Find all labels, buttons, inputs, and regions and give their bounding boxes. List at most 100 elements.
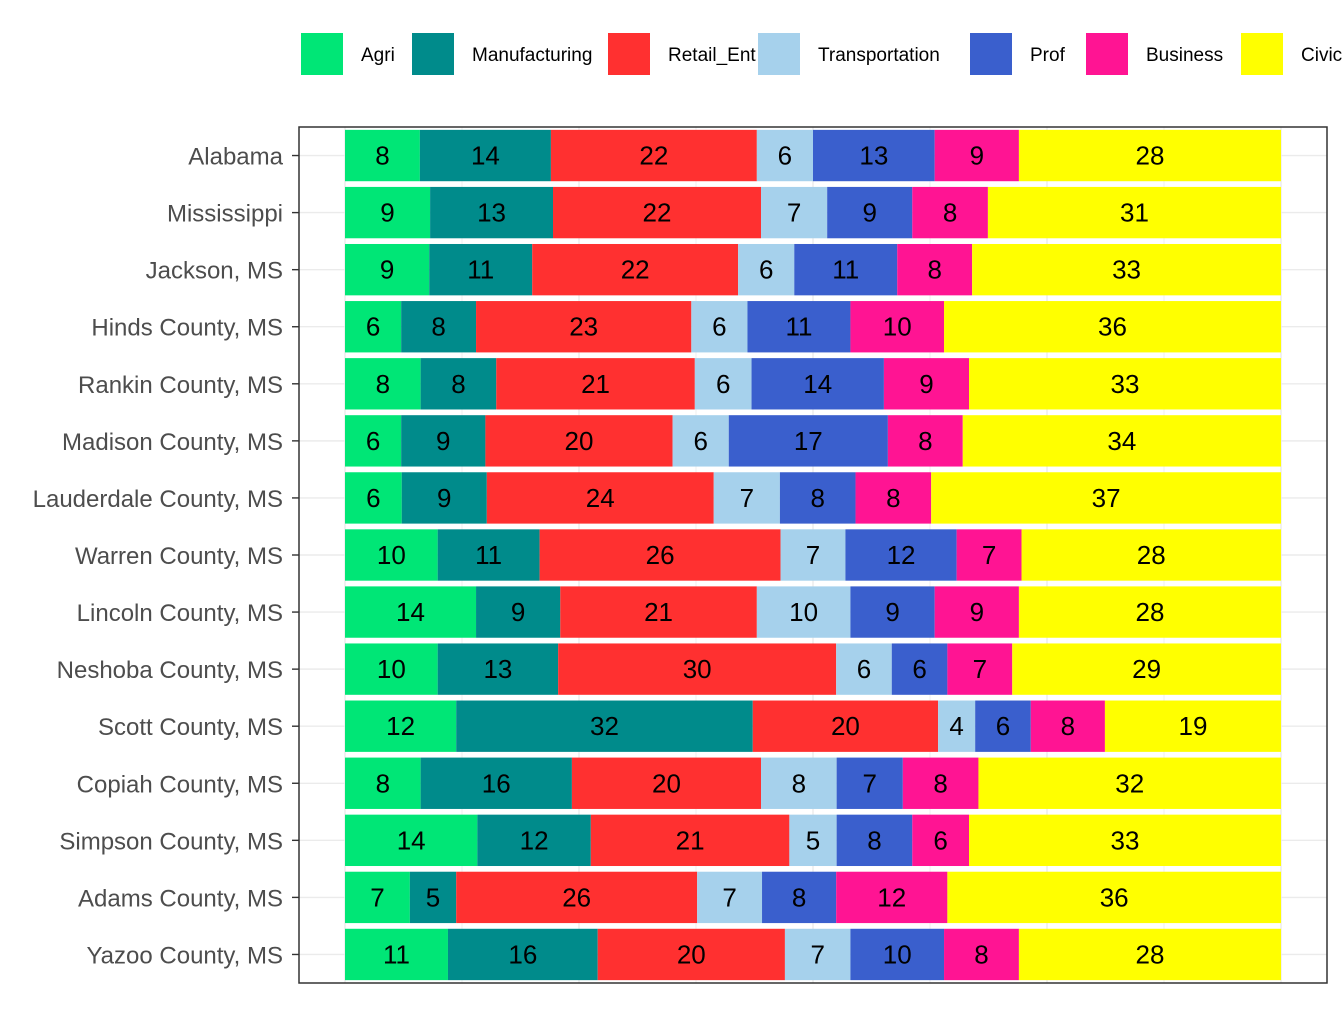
bar-value-label: 6 — [693, 426, 707, 456]
bar-segment — [486, 472, 714, 524]
bar-value-label: 9 — [862, 198, 876, 228]
bar-segment — [401, 472, 487, 524]
bar-value-label: 11 — [475, 540, 502, 570]
bar-segment — [756, 129, 813, 182]
legend-key — [608, 33, 650, 75]
bar-segment — [780, 529, 846, 581]
bar-segment — [345, 358, 421, 410]
bar-segment — [1018, 928, 1281, 981]
y-tick-label: Warren County, MS — [75, 543, 283, 570]
bar-value-label: 13 — [477, 198, 506, 228]
bar-segment — [697, 871, 763, 924]
bar-segment — [345, 186, 431, 239]
bar-value-label: 7 — [787, 198, 801, 228]
y-tick-label: Jackson, MS — [146, 258, 283, 285]
bar-value-label: 7 — [370, 882, 384, 912]
bar-segment — [794, 243, 898, 296]
bar-value-label: 12 — [386, 711, 415, 741]
bar-value-label: 8 — [376, 369, 390, 399]
bar-value-label: 16 — [508, 939, 537, 969]
y-tick-label: Adams County, MS — [78, 885, 283, 912]
bar-value-label: 28 — [1137, 540, 1166, 570]
bar-value-label: 6 — [716, 369, 730, 399]
y-tick-label: Rankin County, MS — [78, 372, 283, 399]
bar-value-label: 20 — [677, 939, 706, 969]
bar-segment — [672, 415, 729, 467]
bar-value-label: 10 — [377, 654, 406, 684]
bar-segment — [409, 871, 457, 924]
bar-value-label: 6 — [912, 654, 926, 684]
bar-segment — [345, 472, 402, 524]
bar-segment — [1021, 529, 1281, 581]
bar-value-label: 28 — [1135, 597, 1164, 627]
bar-value-label: 8 — [918, 426, 932, 456]
bar-segment — [972, 243, 1281, 296]
bar-segment — [836, 643, 892, 695]
bar-value-label: 14 — [471, 141, 500, 171]
bar-segment — [1012, 643, 1281, 695]
bar-segment — [912, 814, 969, 867]
bar-segment — [477, 814, 591, 867]
bar-segment — [887, 415, 963, 467]
bar-value-label: 6 — [366, 426, 380, 456]
bar-segment — [447, 928, 598, 981]
y-tick-label: Lauderdale County, MS — [33, 486, 283, 513]
bar-value-label: 8 — [886, 483, 900, 513]
bar-value-label: 8 — [927, 255, 941, 285]
legend-label: Agri — [361, 45, 395, 66]
bar-value-label: 8 — [867, 825, 881, 855]
bar-value-label: 7 — [973, 654, 987, 684]
legend-item: Prof — [970, 33, 1066, 75]
y-tick-label: Copiah County, MS — [77, 771, 283, 798]
bar-value-label: 33 — [1111, 369, 1140, 399]
bars — [345, 129, 1281, 981]
bar-segment — [532, 243, 739, 296]
bar-value-label: 9 — [919, 369, 933, 399]
bar-value-label: 24 — [586, 483, 615, 513]
bar-value-label: 8 — [431, 312, 445, 342]
bar-value-label: 14 — [396, 597, 425, 627]
bar-segment — [947, 871, 1281, 924]
legend-label: Manufacturing — [472, 45, 592, 66]
bar-segment — [850, 586, 935, 638]
bar-value-label: 21 — [676, 825, 705, 855]
bar-value-label: 28 — [1135, 939, 1164, 969]
bar-value-label: 29 — [1132, 654, 1161, 684]
bar-segment — [902, 757, 979, 809]
bar-segment — [1030, 700, 1105, 752]
bar-segment — [456, 871, 698, 924]
bar-segment — [779, 472, 856, 524]
bar-value-label: 26 — [562, 882, 591, 912]
bar-segment — [944, 301, 1281, 353]
bar-value-label: 11 — [832, 255, 859, 285]
bar-segment — [558, 643, 837, 695]
bar-value-label: 20 — [565, 426, 594, 456]
bar-value-label: 7 — [862, 768, 876, 798]
bar-segment — [912, 186, 988, 239]
bar-value-label: 6 — [712, 312, 726, 342]
bar-value-label: 8 — [810, 483, 824, 513]
bar-value-label: 34 — [1107, 426, 1136, 456]
legend-label: Civic — [1301, 45, 1342, 66]
bar-value-label: 19 — [1178, 711, 1207, 741]
bar-segment — [813, 129, 935, 182]
legend-key — [758, 33, 800, 75]
bar-value-label: 7 — [740, 483, 754, 513]
bar-segment — [456, 700, 753, 752]
bar-value-label: 9 — [380, 198, 394, 228]
bar-segment — [345, 243, 430, 296]
bar-segment — [931, 472, 1281, 524]
y-tick-label: Neshoba County, MS — [57, 657, 283, 684]
bar-segment — [969, 358, 1281, 410]
bar-segment — [1018, 586, 1281, 638]
bar-segment — [345, 757, 421, 809]
bar-value-label: 21 — [644, 597, 673, 627]
bar-value-label: 22 — [639, 141, 668, 171]
bar-segment — [550, 129, 757, 182]
bar-value-label: 7 — [806, 540, 820, 570]
bar-segment — [938, 700, 976, 752]
bar-value-label: 8 — [376, 768, 390, 798]
bar-segment — [850, 928, 945, 981]
bar-segment — [789, 814, 837, 867]
